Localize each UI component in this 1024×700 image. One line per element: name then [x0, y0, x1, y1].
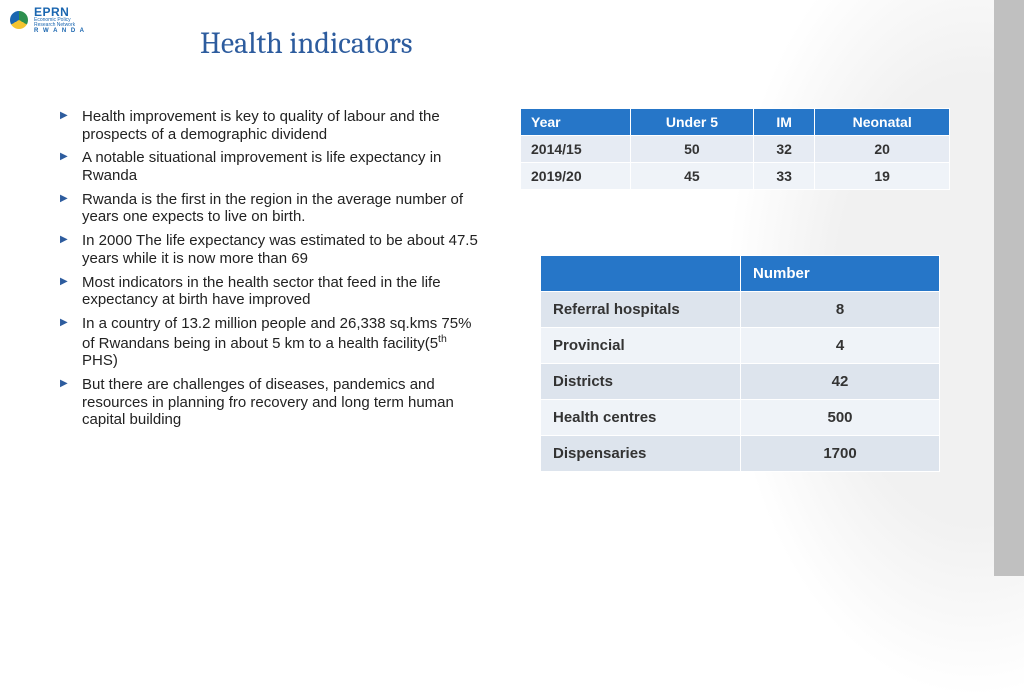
- col-im: IM: [753, 109, 814, 136]
- facilities-table: Number Referral hospitals 8 Provincial 4…: [540, 255, 940, 472]
- table-header-row: Year Under 5 IM Neonatal: [521, 109, 950, 136]
- bullet-item: In 2000 The life expectancy was estimate…: [60, 232, 480, 267]
- col-number: Number: [741, 256, 940, 292]
- cell: Districts: [541, 364, 741, 400]
- background-band: [994, 0, 1024, 576]
- col-under5: Under 5: [631, 109, 754, 136]
- bullet-item: But there are challenges of diseases, pa…: [60, 376, 480, 429]
- bullet-item: Health improvement is key to quality of …: [60, 108, 480, 143]
- col-year: Year: [521, 109, 631, 136]
- logo: EPRN Economic Policy Research Network R …: [8, 6, 86, 34]
- cell: 33: [753, 163, 814, 190]
- cell: 4: [741, 328, 940, 364]
- table-row: Provincial 4: [541, 328, 940, 364]
- table-row: Districts 42: [541, 364, 940, 400]
- table-row: Dispensaries 1700: [541, 436, 940, 472]
- cell: Provincial: [541, 328, 741, 364]
- cell: 45: [631, 163, 754, 190]
- cell: 8: [741, 292, 940, 328]
- cell: 19: [815, 163, 950, 190]
- table-row: Health centres 500: [541, 400, 940, 436]
- cell: 500: [741, 400, 940, 436]
- bullet-item: In a country of 13.2 million people and …: [60, 315, 480, 370]
- page-title: Health indicators: [200, 26, 413, 61]
- table-row: Referral hospitals 8: [541, 292, 940, 328]
- cell: 42: [741, 364, 940, 400]
- table-header-row: Number: [541, 256, 940, 292]
- cell: Health centres: [541, 400, 741, 436]
- col-blank: [541, 256, 741, 292]
- logo-country: R W A N D A: [34, 28, 86, 34]
- cell: 1700: [741, 436, 940, 472]
- cell: Referral hospitals: [541, 292, 741, 328]
- table-row: 2014/15 50 32 20: [521, 136, 950, 163]
- bullet-item: Most indicators in the health sector tha…: [60, 274, 480, 309]
- logo-mark-icon: [8, 9, 30, 31]
- cell: Dispensaries: [541, 436, 741, 472]
- cell: 20: [815, 136, 950, 163]
- mortality-table: Year Under 5 IM Neonatal 2014/15 50 32 2…: [520, 108, 950, 190]
- bullet-list: Health improvement is key to quality of …: [60, 108, 480, 435]
- bullet-item: A notable situational improvement is lif…: [60, 149, 480, 184]
- col-neonatal: Neonatal: [815, 109, 950, 136]
- cell: 50: [631, 136, 754, 163]
- cell: 32: [753, 136, 814, 163]
- table-row: 2019/20 45 33 19: [521, 163, 950, 190]
- cell: 2014/15: [521, 136, 631, 163]
- cell: 2019/20: [521, 163, 631, 190]
- bullet-item: Rwanda is the first in the region in the…: [60, 191, 480, 226]
